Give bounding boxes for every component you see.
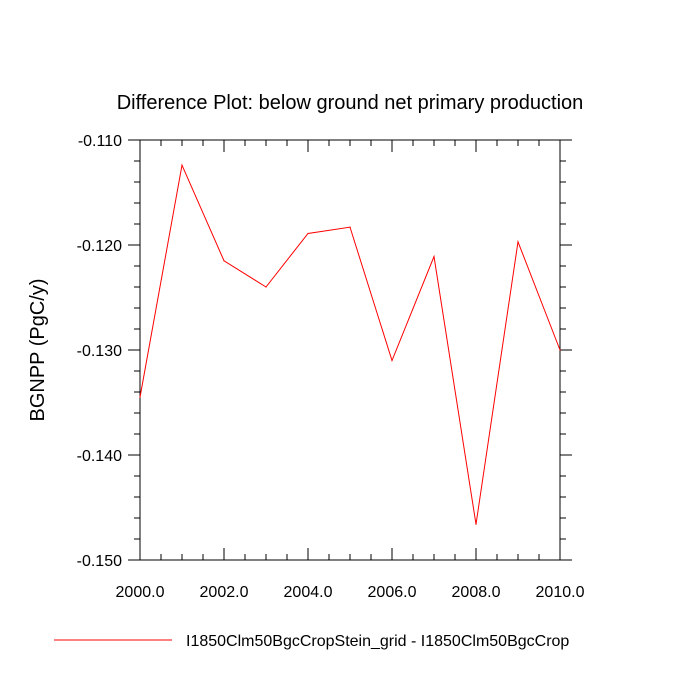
y-axis-label: BGNPP (PgC/y) bbox=[27, 279, 49, 422]
y-tick-label: -0.130 bbox=[77, 343, 122, 360]
x-tick-label: 2008.0 bbox=[452, 584, 501, 601]
data-point bbox=[265, 286, 267, 288]
data-point bbox=[391, 359, 393, 362]
y-tick-label: -0.150 bbox=[77, 553, 122, 570]
chart-title: Difference Plot: below ground net primar… bbox=[117, 92, 584, 114]
data-point bbox=[223, 260, 225, 262]
y-tick-label: -0.140 bbox=[77, 448, 122, 465]
data-point bbox=[559, 349, 561, 351]
legend-label: I1850Clm50BgcCropStein_grid - I1850Clm50… bbox=[186, 633, 569, 650]
data-point bbox=[433, 255, 435, 258]
y-tick-label: -0.120 bbox=[77, 238, 122, 255]
data-point bbox=[181, 164, 183, 166]
data-point bbox=[517, 241, 519, 243]
data-point bbox=[475, 523, 477, 525]
y-tick-label: -0.110 bbox=[78, 133, 122, 150]
x-tick-label: 2006.0 bbox=[368, 584, 417, 601]
x-tick-label: 2002.0 bbox=[200, 584, 249, 601]
axis-tick-labels: 2000.0 2002.0 2004.0 2006.0 2008.0 2010.0 -0.1… bbox=[77, 133, 585, 601]
x-tick-label: 2010.0 bbox=[536, 584, 585, 601]
data-point bbox=[139, 396, 141, 398]
legend: I1850Clm50BgcCropStein_grid - I1850Clm50… bbox=[54, 633, 569, 650]
plot-frame bbox=[139, 139, 561, 561]
x-tick-label: 2004.0 bbox=[284, 584, 333, 601]
series-layer bbox=[139, 163, 561, 525]
series-line bbox=[139, 163, 561, 525]
data-point bbox=[349, 226, 351, 228]
data-point bbox=[307, 232, 309, 235]
x-tick-label: 2000.0 bbox=[116, 584, 165, 601]
axis-ticks bbox=[128, 139, 572, 561]
